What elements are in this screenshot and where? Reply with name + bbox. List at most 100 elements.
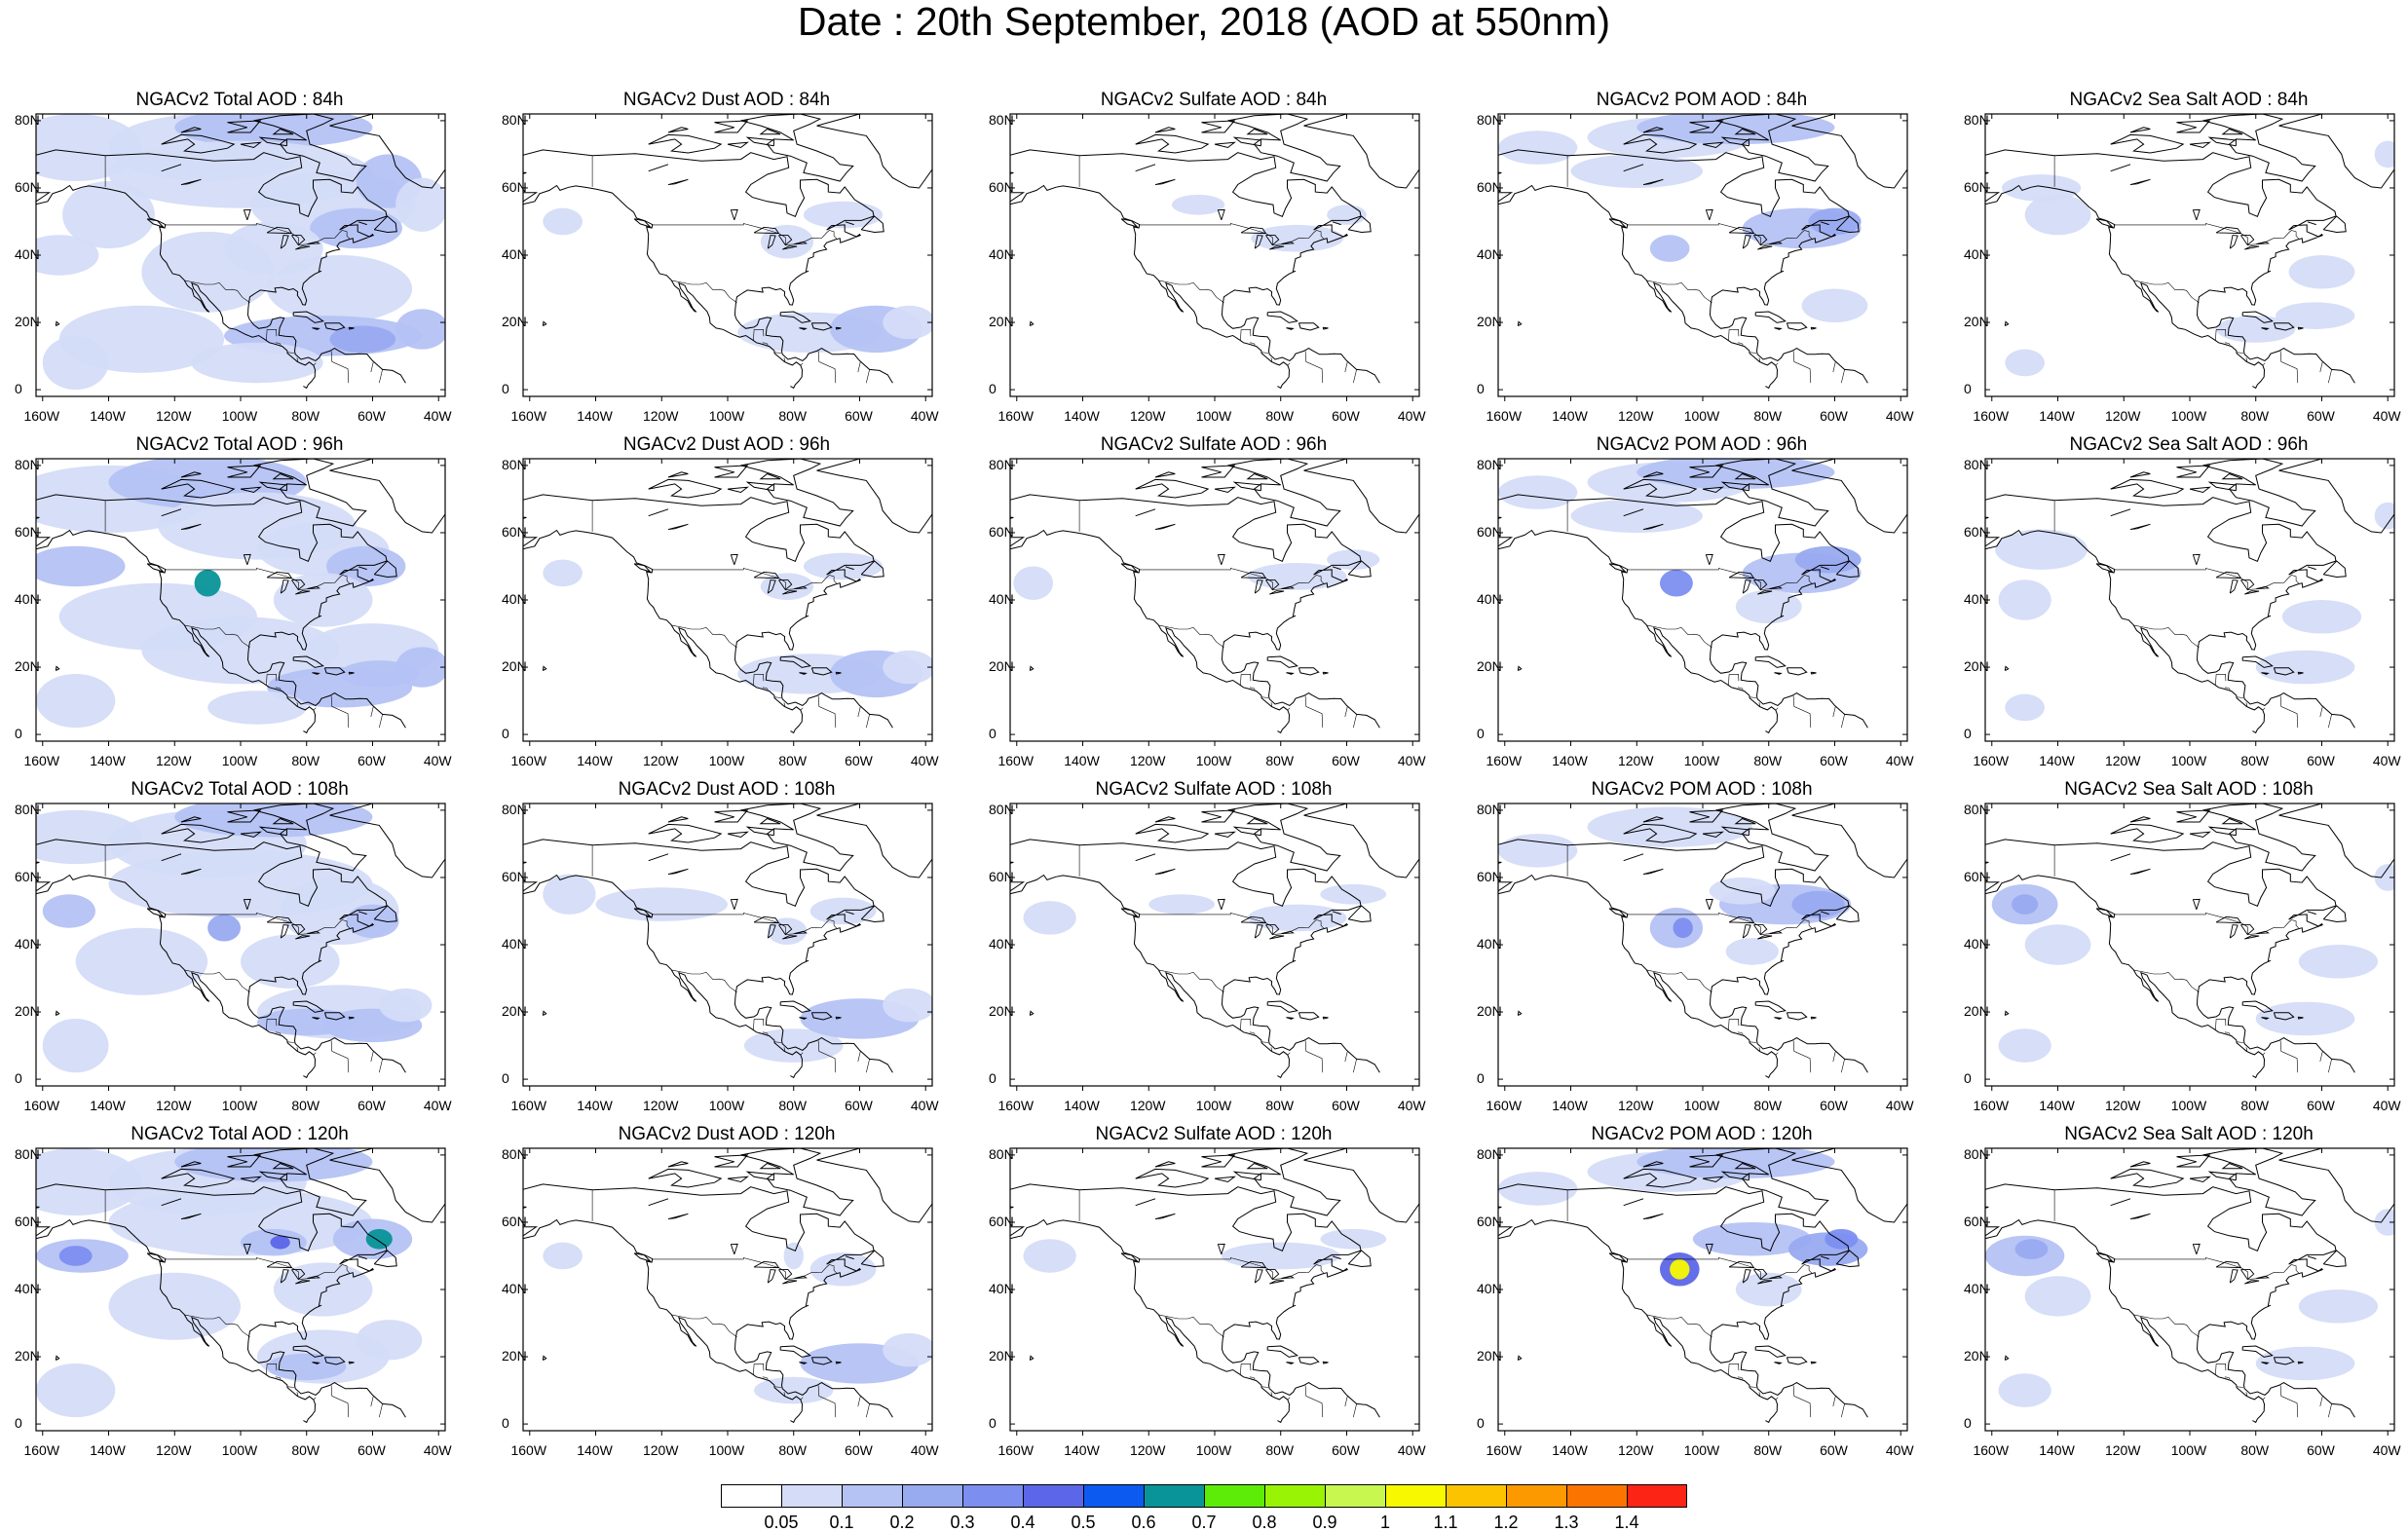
aod-field-patch: [2289, 255, 2355, 289]
aod-field-patch: [109, 1273, 241, 1340]
coastline: [715, 121, 748, 132]
country-border: [1750, 353, 1756, 354]
coastline: [1155, 1162, 1175, 1167]
lon-tick-label: 60W: [2301, 408, 2340, 424]
aod-field-patch: [207, 915, 241, 942]
country-border: [1750, 697, 1756, 698]
coastline: [1775, 1363, 1782, 1364]
lon-tick-label: 160W: [1972, 1442, 2011, 1458]
coastline: [1287, 328, 1294, 330]
country-border: [818, 695, 836, 728]
colorbar-label: 1.3: [1547, 1513, 1586, 1531]
country-border: [858, 362, 860, 372]
aod-field-patch: [1999, 579, 2051, 619]
country-border: [2215, 674, 2226, 686]
lat-tick-label: 60N: [1964, 179, 1985, 195]
lat-tick-label: 60N: [989, 869, 1010, 884]
lon-tick-label: 140W: [1063, 1442, 1102, 1458]
country-border: [774, 697, 781, 698]
coastline: [2130, 472, 2150, 477]
aod-field-patch: [2012, 894, 2038, 915]
coastline: [728, 142, 747, 147]
lat-tick-label: 80N: [1477, 457, 1498, 472]
coastline: [1609, 1253, 1625, 1261]
coastline: [2323, 906, 2346, 922]
lon-tick-label: 100W: [2169, 408, 2208, 424]
aod-field-patch: [1999, 1028, 2051, 1063]
coastline: [1228, 459, 1340, 526]
coastline: [2130, 1162, 2150, 1167]
lon-tick-label: 80W: [773, 408, 812, 424]
lat-tick-label: 60N: [502, 1214, 523, 1229]
lat-tick-label: 60N: [502, 869, 523, 884]
country-border: [2114, 224, 2299, 245]
coastline: [1215, 832, 1234, 837]
coastline: [1298, 668, 1318, 675]
aod-field-patch: [109, 1188, 373, 1255]
coastline: [1298, 323, 1318, 330]
aod-field-patch: [1674, 917, 1693, 938]
lat-tick-label: 80N: [1964, 802, 1985, 817]
lon-tick-label: 140W: [576, 753, 615, 768]
coastline: [543, 1011, 546, 1015]
country-border: [287, 1387, 294, 1388]
country-border: [2320, 362, 2322, 372]
lat-tick-label: 40N: [502, 1281, 523, 1296]
coastline: [1323, 327, 1328, 329]
lat-tick-label: 20N: [15, 1003, 36, 1019]
lat-tick-label: 40N: [502, 936, 523, 952]
aod-field-patch: [36, 1364, 115, 1417]
lon-tick-label: 80W: [1260, 1098, 1299, 1113]
lon-tick-label: 60W: [839, 408, 878, 424]
lon-tick-label: 100W: [1682, 408, 1721, 424]
lon-tick-label: 80W: [773, 753, 812, 768]
lon-tick-label: 140W: [576, 408, 615, 424]
panel-title: NGACv2 POM AOD : 96h: [1497, 434, 1906, 456]
coastline: [1030, 321, 1033, 325]
country-border: [2237, 1042, 2243, 1043]
panel-title: NGACv2 Total AOD : 108h: [35, 779, 444, 801]
coastline: [1787, 668, 1806, 675]
lon-tick-label: 40W: [905, 1442, 944, 1458]
lon-tick-label: 120W: [1616, 753, 1655, 768]
lat-tick-label: 0: [15, 381, 36, 396]
lon-tick-label: 160W: [997, 753, 1035, 768]
lon-tick-label: 100W: [220, 1442, 259, 1458]
lon-tick-label: 140W: [1063, 753, 1102, 768]
lat-tick-label: 40N: [15, 246, 36, 262]
lat-tick-label: 0: [15, 726, 36, 741]
lat-tick-label: 0: [502, 1415, 523, 1431]
country-border: [1728, 674, 1739, 686]
aod-field-patch: [883, 989, 933, 1023]
coastline: [668, 128, 688, 132]
country-border: [371, 362, 373, 372]
lon-tick-label: 40W: [1392, 408, 1431, 424]
lat-tick-label: 20N: [1477, 658, 1498, 674]
coastline: [741, 114, 853, 181]
coastline: [2190, 832, 2209, 837]
lat-tick-label: 20N: [989, 314, 1010, 329]
aod-field-patch: [2005, 350, 2045, 377]
map-frame: [523, 459, 932, 741]
country-border: [2263, 363, 2265, 365]
coastline: [543, 321, 546, 325]
colorbar-swatch: [1325, 1484, 1385, 1508]
aod-field-patch: [1172, 195, 1224, 215]
lat-tick-label: 60N: [15, 869, 36, 884]
lat-tick-label: 20N: [502, 1348, 523, 1364]
country-border: [858, 1397, 860, 1406]
coastline: [634, 219, 650, 227]
lon-tick-label: 120W: [1128, 1442, 1167, 1458]
coastline: [1518, 321, 1521, 325]
coastline: [1755, 656, 1786, 667]
lon-tick-label: 40W: [1880, 1442, 1919, 1458]
coastline: [1136, 1169, 1209, 1187]
coastline: [2177, 466, 2210, 477]
country-border: [1345, 1052, 1347, 1062]
lon-tick-label: 80W: [286, 408, 325, 424]
country-border: [1353, 369, 1356, 383]
country-border: [2215, 1019, 2226, 1030]
